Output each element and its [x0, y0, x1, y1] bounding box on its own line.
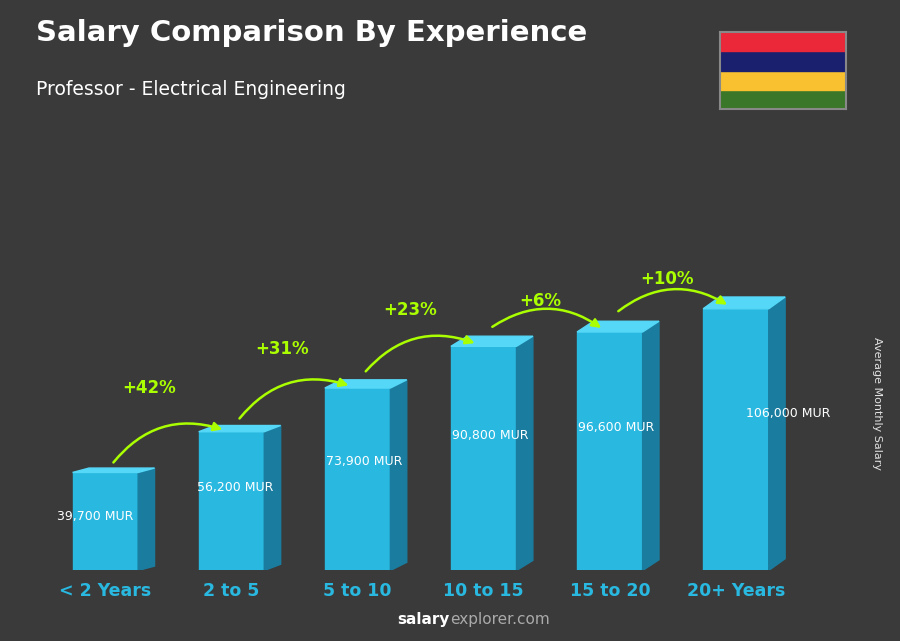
Bar: [720, 90, 846, 109]
Text: +42%: +42%: [122, 379, 176, 397]
Polygon shape: [199, 426, 281, 432]
Text: 73,900 MUR: 73,900 MUR: [326, 454, 402, 467]
Text: +31%: +31%: [255, 340, 309, 358]
Bar: [720, 71, 846, 90]
Bar: [73, 472, 139, 570]
Polygon shape: [577, 321, 659, 332]
Text: 56,200 MUR: 56,200 MUR: [197, 481, 274, 494]
Bar: [325, 388, 391, 570]
Text: 90,800 MUR: 90,800 MUR: [452, 429, 528, 442]
Bar: [577, 332, 643, 570]
Polygon shape: [703, 297, 785, 309]
Polygon shape: [391, 380, 407, 570]
Text: +10%: +10%: [640, 270, 693, 288]
Polygon shape: [451, 337, 533, 346]
Text: explorer.com: explorer.com: [450, 612, 550, 627]
Bar: [720, 32, 846, 51]
Text: Average Monthly Salary: Average Monthly Salary: [872, 337, 883, 470]
Polygon shape: [325, 380, 407, 388]
Text: +23%: +23%: [383, 301, 437, 319]
Bar: [199, 432, 265, 570]
Text: salary: salary: [398, 612, 450, 627]
Polygon shape: [265, 426, 281, 570]
Polygon shape: [643, 321, 659, 570]
Text: Salary Comparison By Experience: Salary Comparison By Experience: [36, 19, 587, 47]
Text: 106,000 MUR: 106,000 MUR: [746, 407, 831, 420]
Bar: [451, 346, 517, 570]
Bar: [703, 309, 769, 570]
Polygon shape: [517, 337, 533, 570]
Bar: [720, 51, 846, 71]
Text: 96,600 MUR: 96,600 MUR: [579, 421, 654, 434]
Polygon shape: [769, 297, 785, 570]
Text: 39,700 MUR: 39,700 MUR: [58, 510, 134, 523]
Polygon shape: [73, 468, 155, 472]
Text: Professor - Electrical Engineering: Professor - Electrical Engineering: [36, 80, 346, 99]
Polygon shape: [139, 468, 155, 570]
Text: +6%: +6%: [519, 292, 562, 310]
